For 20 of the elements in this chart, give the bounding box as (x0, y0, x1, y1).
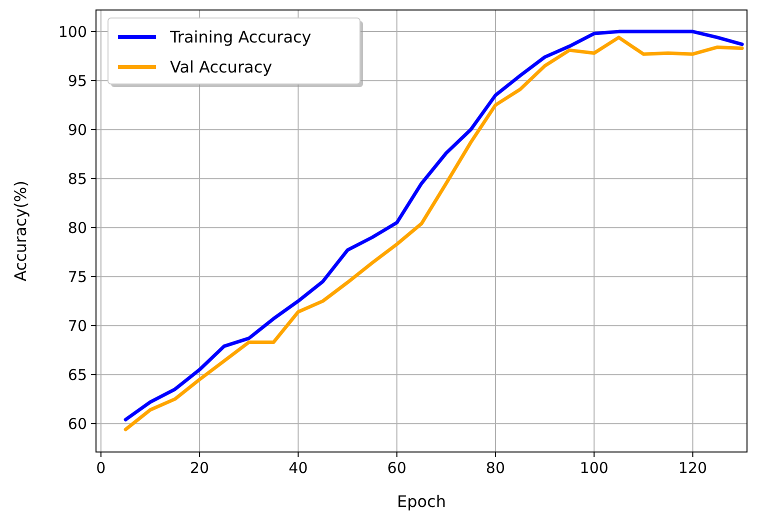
x-tick-label: 0 (96, 459, 106, 477)
x-axis-title: Epoch (397, 492, 446, 511)
x-tick-label: 60 (387, 459, 406, 477)
x-tick-label: 40 (288, 459, 308, 477)
legend-label: Val Accuracy (170, 58, 272, 77)
y-tick-label: 85 (68, 170, 87, 188)
y-tick-label: 80 (68, 218, 87, 237)
y-tick-label: 90 (68, 120, 87, 139)
x-tick-label: 80 (486, 459, 506, 477)
y-tick-label: 75 (68, 268, 87, 286)
x-tick-label: 120 (678, 459, 708, 477)
y-tick-label: 65 (68, 366, 87, 384)
y-tick-label: 70 (68, 316, 87, 335)
x-tick-label: 20 (190, 459, 210, 477)
y-tick-label: 100 (58, 22, 87, 41)
y-tick-label: 60 (68, 414, 87, 433)
y-tick-label: 95 (68, 72, 87, 90)
y-axis-title: Accuracy(%) (11, 180, 30, 282)
legend-label: Training Accuracy (169, 28, 312, 47)
x-tick-label: 100 (580, 459, 608, 477)
